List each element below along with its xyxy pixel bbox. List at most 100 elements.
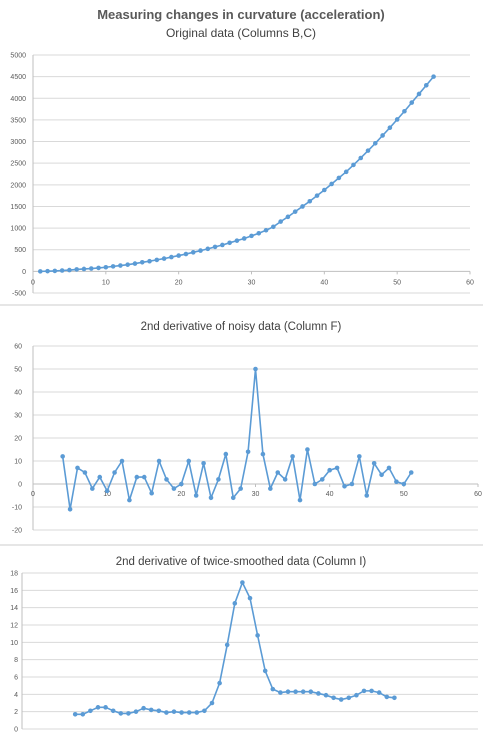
y-tick-label: 0	[14, 727, 18, 734]
data-point	[60, 454, 65, 459]
plot-area-noisy: -20 -10 0 10 20 30 40 50 60 0 10 20 30 40 50 60	[12, 344, 482, 535]
data-point	[364, 493, 370, 498]
data-point	[209, 700, 215, 706]
data-point	[285, 214, 291, 220]
data-point	[202, 708, 207, 714]
data-point	[376, 690, 382, 695]
y-tick-label: 20	[14, 436, 22, 443]
data-point	[118, 711, 124, 716]
data-point	[278, 690, 283, 695]
y-tick-label: 3000	[10, 139, 26, 146]
data-point	[156, 708, 162, 714]
chart-panel-original: Measuring changes in curvature (accelera…	[0, 0, 483, 304]
data-point	[45, 268, 50, 274]
data-point	[319, 477, 325, 482]
data-point	[336, 175, 342, 181]
data-point	[125, 262, 130, 267]
data-point	[118, 263, 123, 268]
x-tick-label: 30	[248, 279, 256, 286]
y-tick-label: 2	[14, 709, 18, 716]
y-tick-label: 18	[10, 571, 18, 578]
data-point	[401, 481, 407, 487]
data-point	[212, 244, 218, 250]
data-point	[97, 474, 103, 480]
data-point	[103, 705, 108, 710]
data-point	[343, 169, 349, 175]
data-point	[308, 689, 314, 695]
y-tick-label: 30	[14, 413, 22, 420]
data-point	[260, 451, 266, 457]
data-point	[394, 479, 399, 484]
data-point	[154, 257, 160, 263]
x-tick-label: 30	[252, 491, 260, 498]
x-tick-label: 40	[326, 491, 334, 498]
data-point	[169, 254, 174, 260]
data-point	[88, 708, 93, 714]
data-point	[424, 82, 429, 88]
data-point	[373, 140, 378, 146]
data-point	[193, 493, 199, 498]
data-point	[314, 193, 320, 198]
data-point	[161, 256, 167, 261]
y-tick-label: -10	[12, 505, 22, 512]
data-point	[322, 187, 327, 193]
data-point	[171, 709, 177, 714]
y-tick-label: 50	[14, 367, 22, 374]
data-point	[327, 467, 332, 473]
data-point	[139, 259, 145, 265]
data-point	[256, 230, 262, 236]
data-point	[183, 251, 189, 257]
chart-title: 2nd derivative of noisy data (Column F)	[141, 321, 342, 333]
data-point	[270, 686, 276, 692]
data-point	[141, 474, 147, 480]
data-point	[431, 74, 436, 79]
data-point	[95, 705, 101, 710]
data-point	[386, 465, 392, 471]
y-tick-label: 0	[18, 482, 22, 489]
y-tick-label: 5000	[10, 53, 26, 60]
chart-title: 2nd derivative of twice-smoothed data (C…	[116, 556, 367, 568]
chart-noisy-second-derivative: 2nd derivative of noisy data (Column F) …	[12, 321, 482, 535]
y-tick-label: 0	[22, 269, 26, 276]
data-point	[312, 481, 318, 487]
data-point	[232, 601, 238, 606]
chart-original-data: Measuring changes in curvature (accelera…	[10, 7, 474, 298]
data-point	[88, 266, 94, 271]
data-point	[253, 366, 258, 372]
data-point	[179, 710, 184, 715]
data-point	[394, 117, 400, 122]
data-point	[72, 711, 78, 717]
data-point	[297, 497, 303, 503]
data-point	[275, 470, 281, 475]
data-point	[82, 470, 88, 475]
data-point	[133, 709, 139, 714]
chart-panel-noisy: 2nd derivative of noisy data (Column F) …	[0, 306, 483, 544]
data-point	[329, 181, 334, 187]
data-point	[334, 465, 340, 471]
data-point	[408, 470, 414, 475]
data-point	[171, 486, 177, 491]
data-point	[268, 486, 273, 491]
data-point	[80, 711, 86, 717]
y-tick-label: 12	[10, 623, 18, 630]
data-point	[216, 477, 221, 482]
x-tick-label: 0	[31, 491, 35, 498]
data-point	[149, 490, 154, 496]
data-point	[156, 458, 162, 464]
x-tick-label: 20	[177, 491, 185, 498]
data-point	[331, 695, 336, 701]
data-point	[262, 668, 268, 674]
y-tick-label: 3500	[10, 117, 26, 124]
data-point	[230, 495, 236, 501]
data-point	[205, 246, 211, 252]
data-point	[134, 474, 140, 480]
y-tick-label: 4500	[10, 74, 26, 81]
data-point	[338, 697, 344, 702]
plot-area-smoothed: 0 2 4 6 8 10 12 14 16 18	[10, 571, 478, 734]
data-point	[179, 481, 184, 487]
data-point	[198, 248, 203, 253]
data-point	[365, 148, 371, 153]
x-tick-label: 50	[393, 279, 401, 286]
y-tick-label: 10	[14, 459, 22, 466]
data-point	[190, 250, 196, 255]
